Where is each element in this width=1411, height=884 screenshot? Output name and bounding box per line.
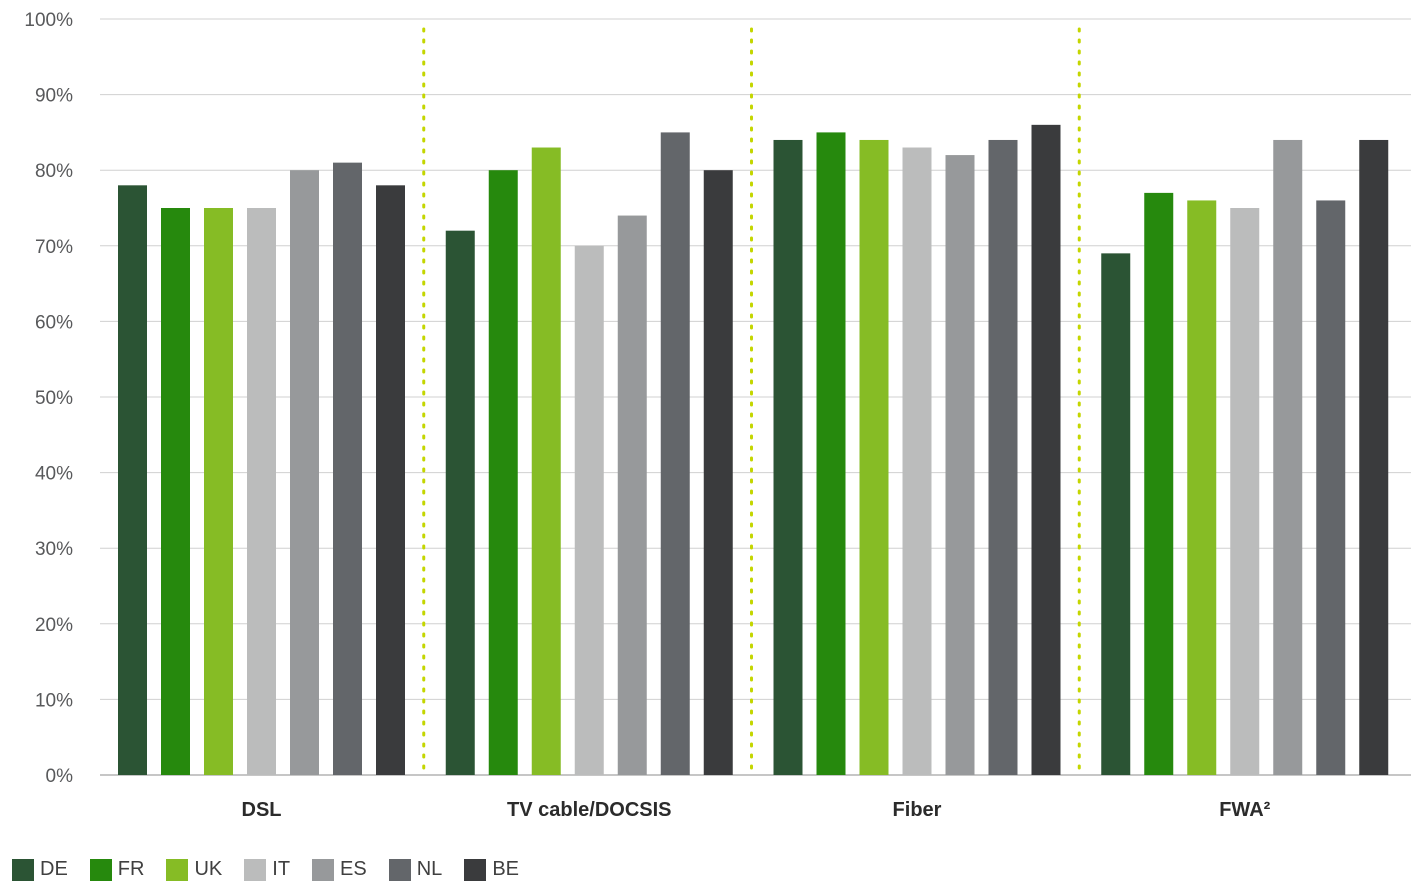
group-separators [422, 27, 1081, 772]
bar-uk [531, 147, 561, 775]
bar-be [376, 185, 405, 775]
bar-uk [1187, 200, 1217, 775]
legend-label: NL [416, 858, 443, 880]
legend-item-es: ES [312, 858, 367, 881]
legend-item-nl: NL [388, 858, 443, 881]
bar-be [703, 170, 733, 775]
y-tick-label: 0% [46, 766, 74, 787]
legend-label: DE [40, 858, 68, 880]
legend-item-uk: UK [166, 858, 222, 881]
bar-de [1101, 253, 1131, 776]
y-tick-label: 50% [35, 388, 73, 409]
legend-swatch [244, 858, 267, 881]
bar-de [445, 230, 475, 775]
bar-es [945, 155, 975, 775]
bar-be [1359, 139, 1389, 775]
bar-uk [859, 139, 889, 775]
bar-it [574, 245, 604, 776]
y-tick-label: 20% [35, 615, 73, 636]
bar-nl [660, 132, 690, 775]
x-category-label: DSL [242, 799, 282, 821]
legend-item-de: DE [12, 858, 68, 881]
bar-fr [488, 170, 518, 775]
legend-label: IT [272, 858, 291, 880]
bar-be [1031, 124, 1061, 776]
bar-fr [1144, 192, 1174, 775]
legend-label: ES [340, 858, 367, 880]
legend-swatch [89, 858, 112, 881]
y-tick-label: 100% [24, 10, 73, 31]
bar-de [118, 185, 147, 775]
legend-swatch [464, 858, 487, 881]
bar-es [617, 215, 647, 775]
legend-item-fr: FR [89, 858, 145, 881]
y-tick-label: 10% [35, 690, 73, 711]
x-category-label: Fiber [893, 799, 942, 821]
bar-es [1273, 139, 1303, 775]
y-axis-ticks: 0% 10% 20% 30% 40% 50% 60% 70% 80% 90% 100% [24, 10, 73, 787]
y-tick-label: 40% [35, 464, 73, 485]
legend-item-be: BE [464, 858, 519, 881]
legend-swatch [312, 858, 335, 881]
legend-label: BE [492, 858, 519, 880]
bar-nl [1316, 200, 1346, 775]
bar-es [290, 170, 319, 775]
legend-swatch [12, 858, 34, 881]
bar-nl [333, 162, 362, 775]
bar-it [902, 147, 932, 775]
legend-swatch [166, 858, 189, 881]
bar-fr [161, 208, 190, 775]
x-category-label: TV cable/DOCSIS [507, 799, 672, 821]
bar-fr [816, 132, 846, 775]
bar-de [773, 139, 803, 775]
bars [118, 124, 1389, 776]
legend-label: FR [117, 858, 145, 880]
y-tick-label: 60% [35, 312, 73, 333]
y-tick-label: 30% [35, 539, 73, 560]
legend-item-it: IT [244, 858, 290, 881]
legend: DE FR UK IT ES NL BE [12, 858, 541, 881]
y-tick-label: 90% [35, 86, 73, 107]
legend-swatch [388, 858, 411, 881]
legend-label: UK [194, 858, 223, 880]
x-axis-categories: DSL TV cable/DOCSIS Fiber FWA² [242, 799, 1271, 821]
x-category-label: FWA² [1219, 799, 1270, 821]
bar-chart: 0% 10% 20% 30% 40% 50% 60% 70% 80% 90% 100% DSL TV … [24, 10, 1411, 821]
bar-uk [204, 208, 233, 775]
y-tick-label: 70% [35, 237, 73, 258]
bar-it [247, 208, 276, 775]
bar-nl [988, 139, 1018, 775]
bar-it [1230, 208, 1260, 775]
y-tick-label: 80% [35, 161, 73, 182]
